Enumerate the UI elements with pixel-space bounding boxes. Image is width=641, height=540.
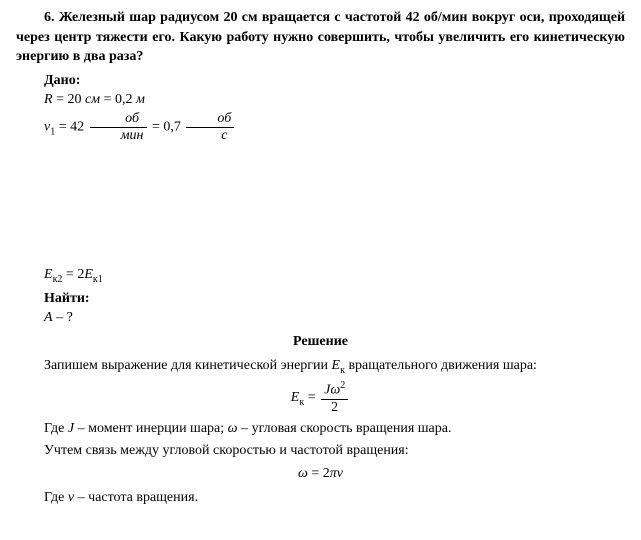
solution-text-4: Где ν – частота вращения. <box>16 488 625 508</box>
var-R: R <box>44 92 53 107</box>
text: вращательного движения шара: <box>345 358 537 373</box>
vertical-spacer <box>16 145 625 265</box>
var-E: E <box>332 358 341 373</box>
text: Учтем связь между угловой скоростью и ча… <box>44 443 409 458</box>
solution-text-2: Где J – момент инерции шара; ω – угловая… <box>16 419 625 439</box>
frac-num: об <box>186 112 234 128</box>
problem-statement: 6. Железный шар радиусом 20 см вращается… <box>16 8 625 67</box>
fraction-ob-min: обмин <box>90 112 147 143</box>
formula-angular-velocity: ω = 2πν <box>16 464 625 484</box>
given-line-3: Eк2 = 2Eк1 <box>16 265 625 287</box>
problem-number: 6. <box>44 10 55 25</box>
given-line-2: ν1 = 42 обмин = 0,7 обс <box>16 112 625 143</box>
find-label: Найти: <box>16 289 625 309</box>
frac-den: 2 <box>321 400 348 415</box>
fraction-jw2-2: Jω22 <box>321 381 348 415</box>
solution-text-3: Учтем связь между угловой скоростью и ча… <box>16 441 625 461</box>
eq-sign: = <box>304 390 319 405</box>
eq-text: = 2 <box>62 267 84 282</box>
var-omega: ω <box>298 466 308 481</box>
var-nu: ν <box>337 466 343 481</box>
eq-text: = 0,7 <box>149 120 185 135</box>
frac-den: с <box>186 128 234 143</box>
text: Где <box>44 490 68 505</box>
frac-num: об <box>90 112 147 128</box>
frac-den: мин <box>90 128 147 143</box>
solution-text-1: Запишем выражение для кинетической энерг… <box>16 356 625 378</box>
text: – угловая скорость вращения шара. <box>238 421 452 436</box>
eq-text: = 0,2 <box>100 92 136 107</box>
var-omega: ω <box>228 421 238 436</box>
text: – момент инерции шара; <box>74 421 228 436</box>
eq-text: = 42 <box>55 120 87 135</box>
solution-label: Решение <box>16 332 625 352</box>
var-pi: π <box>330 466 337 481</box>
formula-kinetic-energy: Eк = Jω22 <box>16 381 625 415</box>
var-E: E <box>44 267 53 282</box>
frac-num: Jω2 <box>321 381 348 400</box>
unit-cm: см <box>85 92 100 107</box>
eq-text: = 20 <box>53 92 85 107</box>
eq-text: = 2 <box>308 466 330 481</box>
var-E: E <box>84 267 93 282</box>
fraction-ob-s: обс <box>186 112 234 143</box>
given-label: Дано: <box>16 71 625 91</box>
text: Запишем выражение для кинетической энерг… <box>44 358 332 373</box>
sub-k2: к2 <box>53 274 63 285</box>
var-A: A <box>44 310 53 325</box>
sub-k1: к1 <box>93 274 103 285</box>
find-line: A – ? <box>16 308 625 328</box>
text: Где <box>44 421 68 436</box>
given-line-1: R = 20 см = 0,2 м <box>16 90 625 110</box>
unit-m: м <box>136 92 145 107</box>
var-omega: ω <box>330 383 340 398</box>
sup-2: 2 <box>340 380 345 391</box>
text: – частота вращения. <box>74 490 198 505</box>
problem-text: Железный шар радиусом 20 см вращается с … <box>16 10 625 64</box>
find-q: – ? <box>53 310 73 325</box>
